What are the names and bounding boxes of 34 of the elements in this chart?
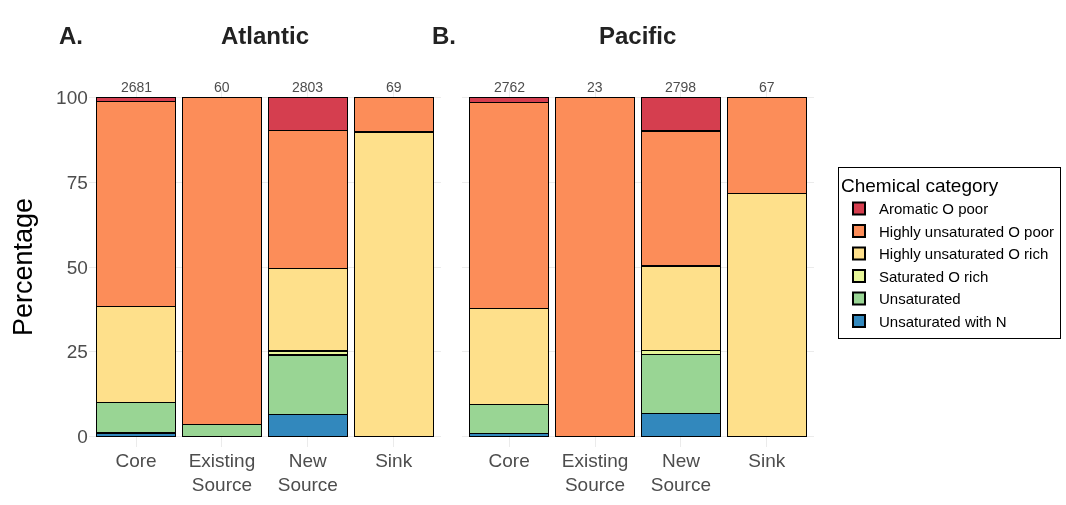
annotation: 2798 <box>665 79 697 95</box>
legend-label: Unsaturated <box>879 290 961 308</box>
annotation: 60 <box>214 79 230 95</box>
annotation: 2681 <box>121 79 153 95</box>
x-tick-label: New Source <box>650 449 712 496</box>
annotation: 2803 <box>292 79 324 95</box>
text: B. <box>432 22 456 49</box>
chart-title: Atlantic <box>221 22 310 49</box>
legend-title: Chemical category <box>841 175 999 197</box>
x-tick-label: Core <box>115 449 157 471</box>
legend-label: Saturated O rich <box>879 267 989 285</box>
y-tick-label: 75 <box>66 172 88 194</box>
y-tick-label: 100 <box>56 87 88 109</box>
x-tick-label: Existing Source <box>188 449 256 496</box>
legend-label: Highly unsaturated O poor <box>879 222 1055 240</box>
x-tick-label: Existing Source <box>561 449 629 496</box>
x-tick-label: Sink <box>375 449 413 471</box>
legend-label: Highly unsaturated O rich <box>879 245 1049 263</box>
x-tick-label: Core <box>488 449 530 471</box>
annotation: 23 <box>587 79 603 95</box>
x-tick-label: New Source <box>277 449 338 496</box>
y-tick-label: 50 <box>66 256 88 278</box>
y-axis-title: Percentage <box>8 198 39 337</box>
x-tick-label: Sink <box>748 449 786 471</box>
annotation: 69 <box>386 79 402 95</box>
text: A. <box>59 22 83 49</box>
legend-label: Unsaturated with N <box>879 312 1007 330</box>
annotation: 67 <box>759 79 775 95</box>
y-tick-label: 25 <box>66 341 88 363</box>
chart-title: Pacific <box>599 22 677 49</box>
annotation: 2762 <box>494 79 526 95</box>
y-tick-label: 0 <box>77 425 88 447</box>
legend-label: Aromatic O poor <box>879 200 989 218</box>
bar <box>554 97 636 437</box>
